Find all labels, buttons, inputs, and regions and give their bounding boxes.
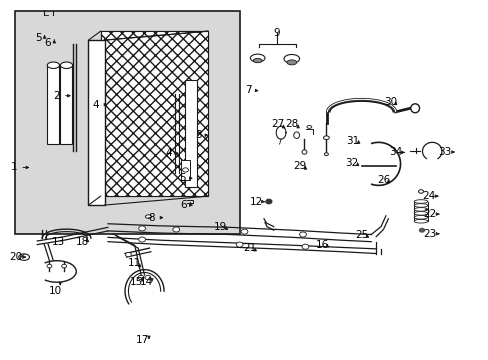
Circle shape: [302, 244, 308, 249]
Circle shape: [139, 237, 145, 242]
Text: 2: 2: [53, 91, 60, 101]
Ellipse shape: [47, 62, 60, 68]
Text: 13: 13: [52, 237, 65, 247]
Circle shape: [125, 252, 131, 257]
Ellipse shape: [61, 62, 73, 68]
Bar: [15, 12, 239, 234]
Ellipse shape: [413, 216, 427, 219]
Text: 4: 4: [165, 148, 172, 158]
Ellipse shape: [250, 54, 264, 62]
Circle shape: [236, 242, 243, 247]
Ellipse shape: [413, 220, 427, 223]
Text: 5: 5: [35, 33, 41, 43]
Text: 12: 12: [249, 197, 263, 207]
Text: 24: 24: [421, 191, 434, 201]
Bar: [60, 65, 72, 144]
Text: 5: 5: [179, 173, 185, 183]
Circle shape: [419, 228, 424, 232]
Ellipse shape: [284, 54, 299, 63]
Ellipse shape: [145, 215, 151, 219]
Ellipse shape: [413, 208, 427, 211]
Ellipse shape: [293, 132, 299, 138]
Ellipse shape: [286, 60, 296, 65]
Text: 22: 22: [422, 209, 435, 219]
Text: 26: 26: [376, 175, 389, 185]
Bar: [47, 65, 59, 144]
Text: 21: 21: [242, 243, 256, 253]
Text: 15: 15: [129, 277, 142, 287]
Text: 1: 1: [11, 162, 17, 172]
Circle shape: [61, 264, 66, 268]
Text: 17: 17: [135, 334, 148, 345]
Ellipse shape: [418, 190, 423, 193]
Text: 30: 30: [384, 97, 397, 107]
Bar: [88, 40, 104, 205]
Text: 8: 8: [148, 213, 155, 222]
Ellipse shape: [410, 104, 419, 113]
Text: 34: 34: [388, 147, 402, 157]
Bar: [101, 31, 207, 196]
Circle shape: [139, 226, 145, 231]
Text: 27: 27: [270, 120, 284, 129]
Text: 31: 31: [346, 136, 359, 145]
Ellipse shape: [413, 212, 427, 215]
Circle shape: [47, 264, 52, 268]
Bar: [184, 80, 197, 187]
Text: 9: 9: [272, 28, 279, 38]
Text: 29: 29: [292, 161, 305, 171]
Text: 20: 20: [9, 252, 22, 262]
Text: 28: 28: [285, 120, 298, 129]
Ellipse shape: [413, 200, 427, 203]
Text: 7: 7: [244, 85, 251, 95]
Text: 11: 11: [128, 258, 141, 268]
Ellipse shape: [19, 254, 29, 260]
Circle shape: [241, 229, 247, 234]
Text: 18: 18: [76, 237, 89, 247]
Text: 25: 25: [354, 230, 367, 239]
Text: 23: 23: [422, 229, 435, 239]
Ellipse shape: [306, 126, 311, 129]
Text: 6: 6: [44, 38, 51, 48]
Ellipse shape: [413, 204, 427, 207]
Ellipse shape: [182, 168, 188, 172]
Text: 32: 32: [345, 158, 358, 168]
Text: 10: 10: [49, 286, 62, 296]
Text: 19: 19: [213, 222, 226, 231]
Ellipse shape: [253, 58, 262, 63]
Text: 16: 16: [315, 239, 328, 249]
Text: 33: 33: [437, 147, 450, 157]
Circle shape: [138, 275, 144, 280]
Circle shape: [172, 227, 179, 232]
Text: 14: 14: [139, 277, 152, 287]
Text: 4: 4: [92, 100, 99, 110]
Circle shape: [265, 199, 271, 204]
Circle shape: [299, 232, 306, 237]
Ellipse shape: [324, 153, 328, 156]
Circle shape: [145, 275, 151, 280]
Text: 6: 6: [180, 200, 186, 210]
Ellipse shape: [302, 150, 306, 154]
Ellipse shape: [323, 136, 329, 139]
Text: 3: 3: [194, 130, 201, 140]
Bar: [181, 160, 189, 180]
Bar: [101, 31, 207, 196]
